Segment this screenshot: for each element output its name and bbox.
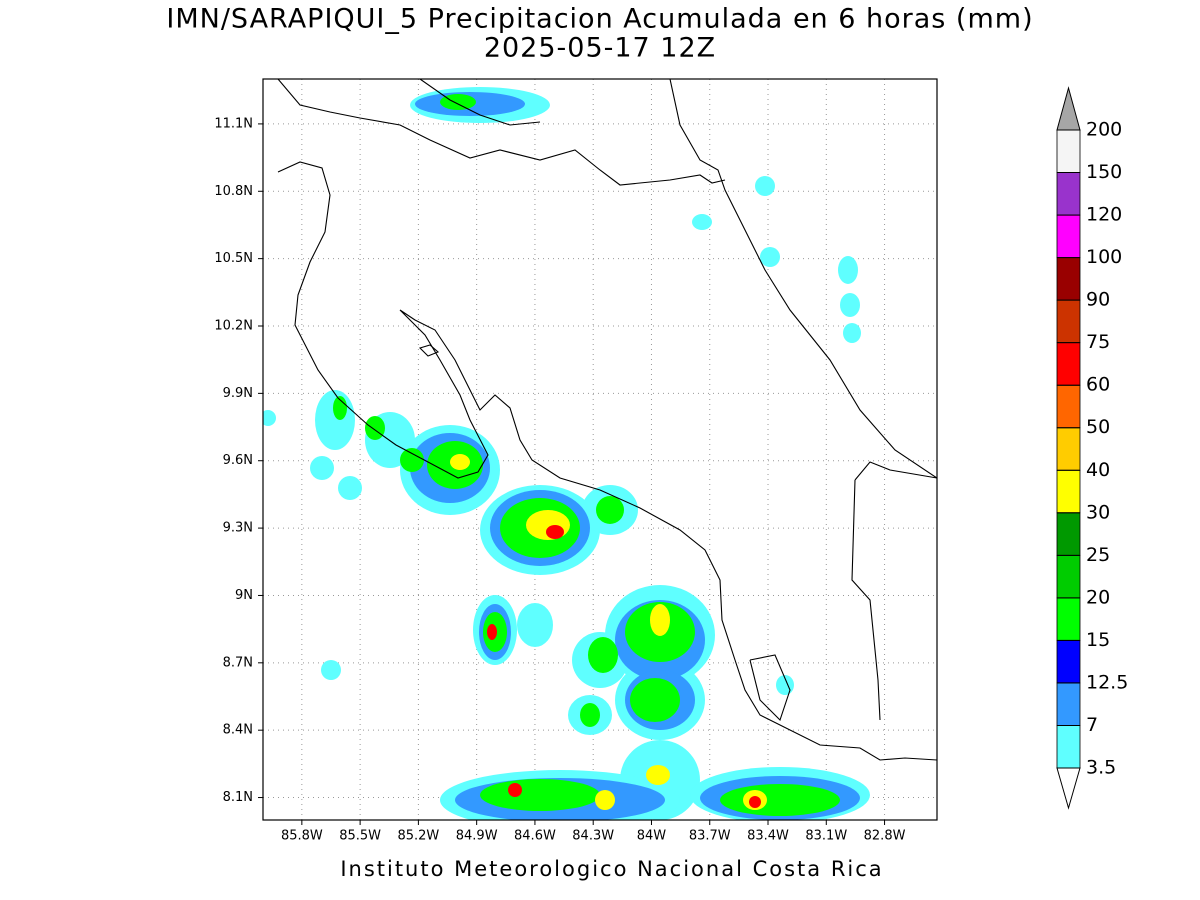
precipitation-field bbox=[263, 87, 870, 820]
footer: Instituto Meteorologico Nacional Costa R… bbox=[340, 857, 883, 881]
lat-tick-label: 9.6N bbox=[223, 453, 253, 468]
rain-extreme bbox=[487, 525, 761, 808]
colorbar-bin bbox=[1056, 299, 1081, 344]
colorbar-label: 90 bbox=[1086, 289, 1110, 311]
map-subtitle: 2025-05-17 12Z bbox=[484, 33, 716, 64]
lat-tick-label: 8.4N bbox=[223, 723, 253, 738]
map-frame bbox=[262, 78, 938, 821]
lat-tick-label: 10.5N bbox=[214, 251, 253, 266]
colorbar-label: 60 bbox=[1086, 374, 1110, 396]
colorbar-over bbox=[1056, 86, 1081, 131]
lat-tick-label: 9N bbox=[235, 588, 253, 603]
colorbar-label: 7 bbox=[1086, 714, 1098, 736]
lon-tick-label: 83.4W bbox=[747, 829, 789, 844]
colorbar: 3.5 7 12.5 15 20 25 30 40 50 60 75 90 100 120 150 200 bbox=[1056, 86, 1128, 810]
colorbar-label: 15 bbox=[1086, 629, 1110, 651]
lon-tick-label: 84.3W bbox=[572, 829, 614, 844]
lat-tick-label: 9.3N bbox=[223, 521, 253, 536]
colorbar-bin bbox=[1056, 597, 1081, 641]
colorbar-bin bbox=[1056, 214, 1081, 258]
lon-tick-label: 84.9W bbox=[456, 829, 498, 844]
lat-tick-label: 9.9N bbox=[223, 386, 253, 401]
colorbar-label: 20 bbox=[1086, 586, 1110, 608]
lon-tick-label: 85.2W bbox=[397, 829, 439, 844]
colorbar-bin bbox=[1056, 682, 1081, 726]
colorbar-label: 40 bbox=[1086, 459, 1110, 481]
coastline bbox=[277, 79, 937, 761]
colorbar-bin bbox=[1056, 640, 1081, 684]
lat-tick-label: 11.1N bbox=[214, 116, 253, 131]
lat-tick-label: 8.7N bbox=[223, 655, 253, 670]
colorbar-label: 150 bbox=[1086, 161, 1122, 183]
colorbar-label: 30 bbox=[1086, 501, 1110, 523]
colorbar-label: 120 bbox=[1086, 204, 1122, 226]
colorbar-bin bbox=[1056, 384, 1081, 429]
colorbar-bin bbox=[1056, 129, 1081, 173]
colorbar-label: 200 bbox=[1086, 119, 1122, 141]
map-title: IMN/SARAPIQUI_5 Precipitacion Acumulada … bbox=[166, 4, 1033, 35]
colorbar-bin bbox=[1056, 427, 1081, 471]
lon-tick-label: 82.8W bbox=[864, 829, 906, 844]
lat-tick-label: 8.1N bbox=[223, 790, 253, 805]
colorbar-label: 12.5 bbox=[1086, 671, 1128, 693]
lat-tick-label: 10.8N bbox=[214, 184, 253, 199]
colorbar-label: 25 bbox=[1086, 544, 1110, 566]
colorbar-bin bbox=[1056, 469, 1081, 514]
colorbar-bin bbox=[1056, 172, 1081, 216]
colorbar-bin bbox=[1056, 342, 1081, 386]
lon-tick-label: 84.6W bbox=[514, 829, 556, 844]
colorbar-label: 3.5 bbox=[1086, 757, 1116, 779]
colorbar-bin bbox=[1056, 554, 1081, 599]
colorbar-bin bbox=[1056, 512, 1081, 556]
colorbar-label: 75 bbox=[1086, 331, 1110, 353]
lon-tick-label: 83.7W bbox=[689, 829, 731, 844]
colorbar-under bbox=[1056, 767, 1081, 810]
colorbar-bin bbox=[1056, 257, 1081, 301]
lon-tick-label: 83.1W bbox=[805, 829, 847, 844]
lon-tick-label: 85.8W bbox=[281, 829, 323, 844]
lat-tick-label: 10.2N bbox=[214, 319, 253, 334]
colorbar-bin bbox=[1056, 725, 1081, 769]
lon-tick-label: 84W bbox=[637, 829, 667, 844]
lon-tick-label: 85.5W bbox=[339, 829, 381, 844]
colorbar-label: 100 bbox=[1086, 246, 1122, 268]
colorbar-label: 50 bbox=[1086, 416, 1110, 438]
rain-heavy bbox=[333, 94, 840, 816]
